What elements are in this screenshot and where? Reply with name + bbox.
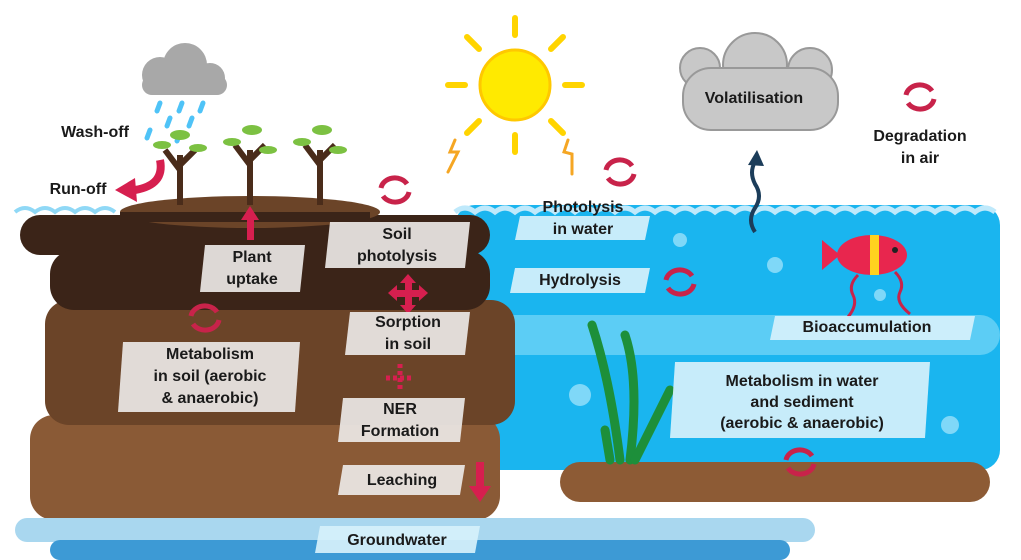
label-line: photolysis	[357, 248, 437, 265]
label-line: Groundwater	[347, 532, 447, 549]
label: Leaching	[367, 472, 437, 489]
label: Volatilisation	[705, 90, 803, 107]
arrowhead	[748, 150, 764, 166]
label: Hydrolysis	[539, 272, 621, 289]
label-line: in water	[553, 221, 613, 238]
label: Wash-off	[61, 124, 130, 141]
label-line: & anaerobic)	[162, 390, 259, 407]
label-line: in air	[901, 150, 939, 167]
label: Run-off	[50, 181, 108, 198]
label-line: Leaching	[367, 472, 437, 489]
label-line: Volatilisation	[705, 90, 803, 107]
label-line: Hydrolysis	[539, 272, 621, 289]
trees	[165, 145, 335, 205]
label: Bioaccumulation	[803, 319, 932, 336]
label-line: Metabolism	[166, 346, 254, 363]
label-line: Degradation	[873, 128, 966, 145]
label-line: in soil	[385, 336, 431, 353]
label-line: Plant	[232, 249, 272, 266]
label-line: Metabolism in water	[726, 373, 879, 390]
label-line: Run-off	[50, 181, 108, 198]
label: Metabolism in soil (aerobic & anaerobic)	[154, 346, 267, 407]
label-line: uptake	[226, 271, 278, 288]
label-line: Sorption	[375, 314, 441, 331]
label-line: (aerobic & anaerobic)	[720, 415, 884, 432]
label: Degradation in air	[873, 128, 966, 167]
leaves	[153, 125, 347, 154]
label-line: Formation	[361, 423, 439, 440]
label-line: Photolysis	[543, 199, 624, 216]
cloud	[680, 33, 838, 130]
label-line: Wash-off	[61, 124, 130, 141]
diagram: Wash-off Run-off Plant uptake Soil photoly…	[0, 0, 1021, 560]
label-line: NER	[383, 401, 417, 418]
label-line: in soil (aerobic	[154, 368, 267, 385]
label: Groundwater	[347, 532, 447, 549]
cloud	[142, 43, 227, 95]
label-line: and sediment	[750, 394, 854, 411]
sun	[448, 18, 582, 174]
label-line: Soil	[382, 226, 411, 243]
label-line: Bioaccumulation	[803, 319, 932, 336]
